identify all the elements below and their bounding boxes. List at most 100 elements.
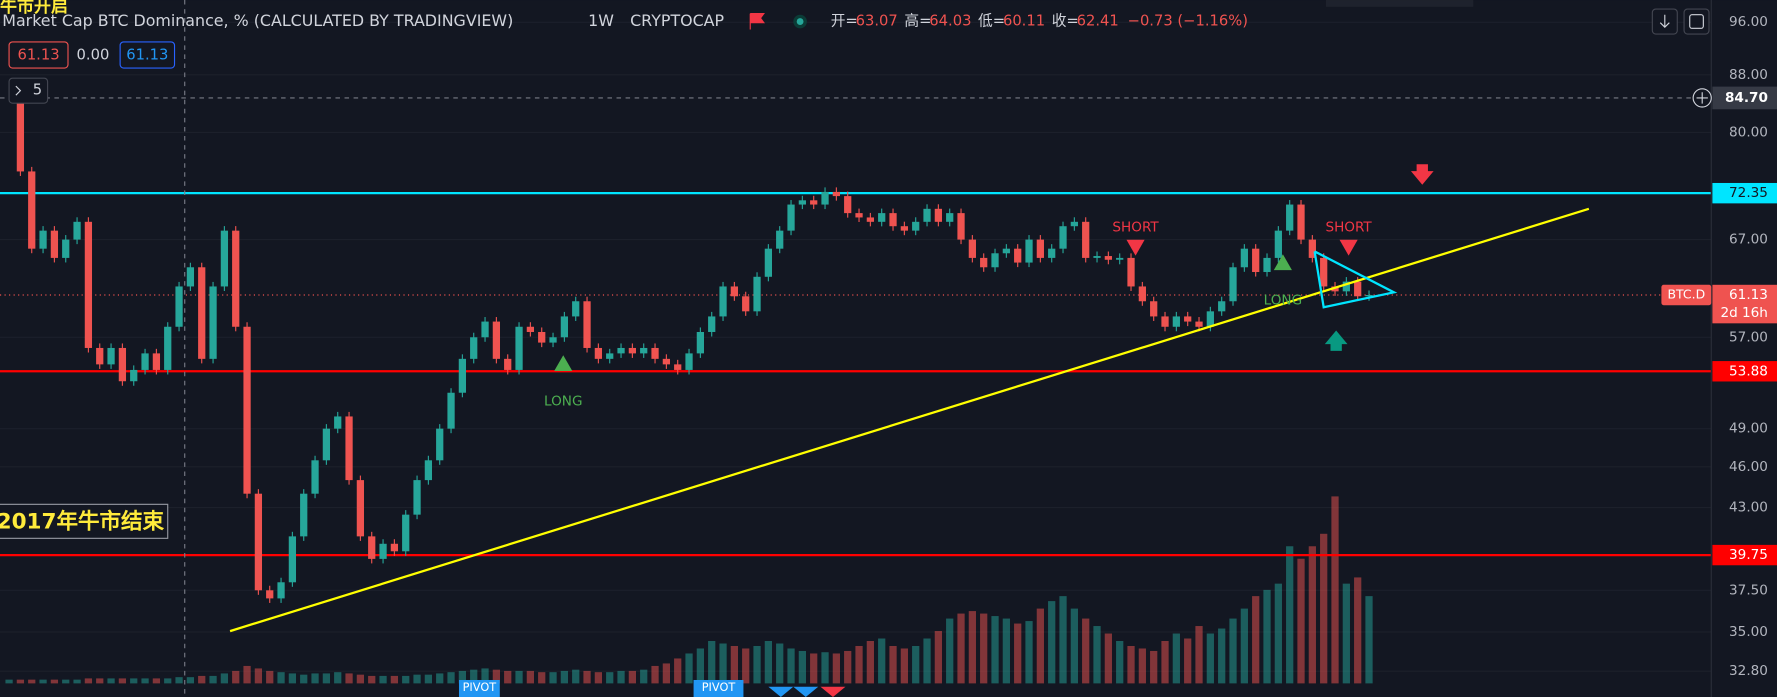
candle-body (186, 267, 195, 287)
volume-bar (1252, 596, 1260, 684)
chevron (15, 85, 22, 96)
volume-bar (402, 675, 410, 684)
candles-layer (16, 84, 1373, 603)
candle-body (504, 358, 512, 370)
volume-bar (776, 643, 784, 684)
volume-bar (798, 650, 806, 684)
ohlc-change: −0.73 (−1.16%) (1128, 13, 1248, 30)
volume-bar (753, 645, 761, 684)
volume-bar (16, 679, 25, 684)
volume-bar (617, 670, 625, 684)
volume-bar (1116, 641, 1124, 684)
volume-bar (844, 650, 852, 684)
candle-body (923, 208, 931, 222)
level-label: 72.35 (1729, 185, 1768, 201)
candle-body (787, 204, 795, 231)
candle-body (810, 200, 818, 205)
volume-bar (878, 638, 886, 684)
candle-body (164, 326, 172, 370)
candle-body (866, 217, 874, 222)
volume-bar (198, 675, 206, 684)
volume-bar (413, 674, 421, 684)
pivot-tag (693, 679, 744, 697)
reset-button[interactable] (1683, 8, 1710, 35)
crosshair-tag (1712, 86, 1777, 110)
ohlc-value: 62.41 (1077, 13, 1119, 30)
volume-bar (1218, 628, 1226, 684)
candle-body (84, 221, 93, 348)
volume-layer (5, 496, 1373, 684)
candle-body (288, 536, 297, 583)
volume-bar (900, 648, 908, 684)
volume-bar (674, 658, 682, 684)
candle-body (50, 230, 59, 258)
candle-body (617, 347, 625, 354)
candle-body (1036, 239, 1044, 258)
candle-body (322, 428, 331, 461)
volume-bar (130, 678, 138, 684)
candle-body (685, 353, 693, 370)
volume-bar (1161, 641, 1169, 684)
volume-bar (390, 675, 399, 684)
candle-body (1263, 257, 1271, 273)
volume-bar (1229, 618, 1237, 684)
candle-body (1252, 248, 1260, 273)
ohlc-value: 60.11 (1003, 13, 1045, 30)
volume-bar (345, 673, 353, 684)
y-tick-label: 37.50 (1729, 582, 1768, 598)
volume-bar (1274, 583, 1282, 684)
indicator-value: 0.00 (77, 47, 110, 64)
pivot-label: PIVOT (463, 680, 497, 694)
ohlc-value: 64.03 (929, 13, 971, 30)
candle-body (1138, 286, 1146, 302)
volume-bar (1172, 633, 1180, 684)
collapse-button[interactable] (8, 77, 49, 104)
volume-bar (934, 631, 942, 684)
add-icon-plus (1696, 92, 1708, 104)
event-marker (820, 686, 846, 697)
level-tag (1712, 544, 1777, 566)
exchange: CRYPTOCAP (630, 11, 724, 30)
volume-bar (50, 679, 59, 684)
y-tick-label: 46.00 (1729, 459, 1768, 475)
candle-body (1218, 301, 1226, 312)
volume-bar (651, 665, 659, 684)
volume-bar (334, 672, 342, 684)
volume-bar (1127, 645, 1135, 684)
signal-arrow (1410, 164, 1434, 185)
candle-body (334, 416, 342, 429)
volume-bar (379, 675, 387, 684)
volume-bar (538, 672, 546, 684)
candle-body (742, 296, 750, 312)
status-dot (796, 18, 804, 25)
candle-body (674, 364, 682, 370)
candle-body (28, 171, 36, 249)
volume-bar (243, 665, 251, 684)
candle-body (379, 543, 387, 559)
y-tick-label: 49.00 (1729, 421, 1768, 437)
candle-body (1274, 230, 1282, 258)
volume-bar (5, 679, 13, 684)
crosshair-label: 84.70 (1725, 90, 1768, 106)
level-label: 39.75 (1729, 547, 1768, 563)
volume-bar (39, 679, 47, 684)
volume-bar (118, 678, 127, 684)
volume-bar (458, 670, 467, 684)
candle-body (549, 337, 557, 343)
candle-body (572, 301, 580, 317)
top-panel-fragment (1325, 0, 1474, 7)
volume-bar (764, 641, 772, 684)
candle-body (402, 514, 410, 552)
candle-body (957, 213, 965, 240)
candle-body (1342, 281, 1350, 292)
candle-body (424, 460, 433, 481)
y-tick-label: 80.00 (1729, 124, 1768, 140)
volume-bar (311, 673, 319, 684)
y-tick-label: 43.00 (1729, 500, 1768, 516)
short-marker (1126, 239, 1145, 256)
candle-body (16, 88, 25, 172)
volume-bar (470, 669, 478, 684)
candle-body (300, 493, 308, 537)
volume-bar (447, 672, 455, 684)
flag-icon[interactable] (749, 13, 765, 30)
